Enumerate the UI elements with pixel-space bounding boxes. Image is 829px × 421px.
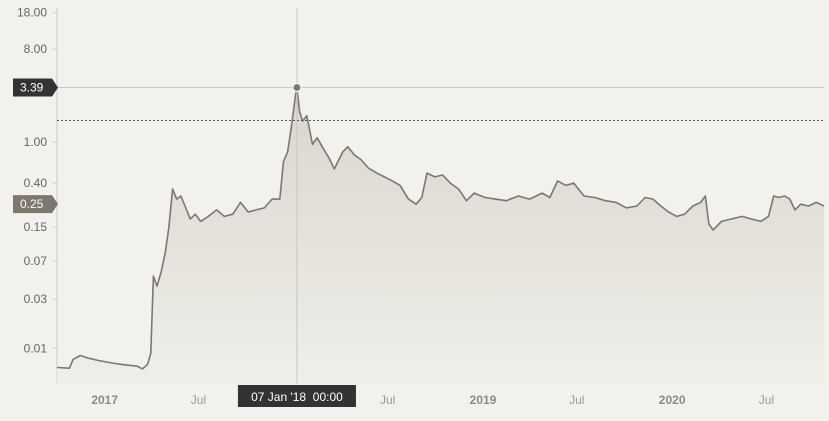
current-value-badge-text: 0.25 <box>20 197 44 211</box>
x-tick-label: Jul <box>569 393 584 407</box>
price-area-fill <box>57 87 824 384</box>
y-tick-label: 0.03 <box>24 292 48 306</box>
y-tick-label: 1.00 <box>24 135 48 149</box>
x-tick-label: 2020 <box>659 393 686 407</box>
crosshair-value-badge-shape <box>13 78 58 97</box>
x-tick-label: Jul <box>380 393 395 407</box>
x-tick-label: 2017 <box>91 393 118 407</box>
hover-point <box>292 82 302 92</box>
crosshair-value-badge: 3.39 <box>13 78 58 97</box>
crosshair-date-badge-shape <box>237 385 356 407</box>
y-tick-label: 8.00 <box>24 42 48 56</box>
crosshair-value-badge-text: 3.39 <box>20 80 44 94</box>
x-tick-label: Jul <box>191 393 206 407</box>
price-series-line <box>56 86 825 370</box>
y-tick-label: 0.01 <box>24 341 48 355</box>
current-value-badge-shape <box>13 195 58 214</box>
x-tick-label: 2019 <box>470 393 497 407</box>
crosshair-date-badge-text: 07 Jan '18 00:00 <box>251 390 343 404</box>
y-tick-label: 0.15 <box>24 220 48 234</box>
crosshair-date-badge: 07 Jan '18 00:00 <box>237 385 356 407</box>
y-tick-label: 18.00 <box>17 6 47 20</box>
y-tick-label: 0.07 <box>24 254 48 268</box>
y-tick-label: 0.40 <box>24 176 48 190</box>
current-value-badge: 0.25 <box>13 195 58 214</box>
x-tick-label: Jul <box>759 393 774 407</box>
